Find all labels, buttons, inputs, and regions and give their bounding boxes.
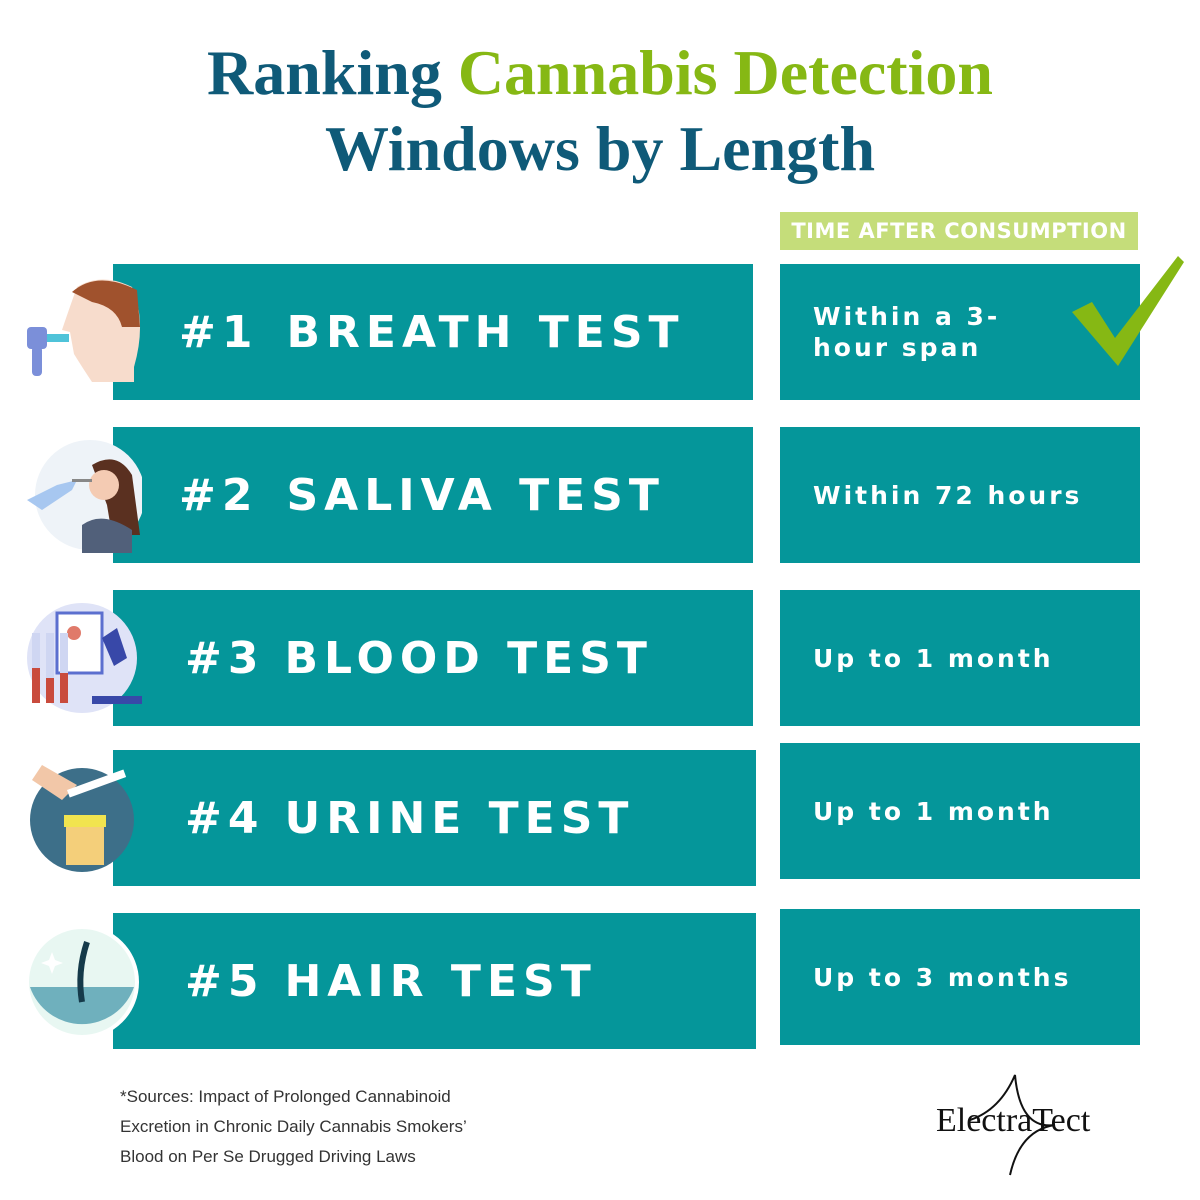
title-line-2: Windows by Length (324, 113, 876, 184)
hair-icon (25, 925, 139, 1039)
title-line-1: Ranking Cannabis Detection (0, 36, 1200, 110)
window-box: Within a 3-hour span (780, 264, 1140, 400)
test-name: HAIR TEST (284, 955, 597, 1007)
source-line: Excretion in Chronic Daily Cannabis Smok… (120, 1117, 467, 1136)
column-label: TIME AFTER CONSUMPTION (780, 212, 1138, 250)
saliva-icon (27, 440, 142, 553)
window-text: Within a 3-hour span (813, 302, 1001, 362)
test-name: SALIVA TEST (286, 469, 665, 521)
rank: #3 (185, 632, 265, 684)
rank: #1 (179, 306, 259, 358)
source-line: Blood on Per Se Drugged Driving Laws (120, 1147, 416, 1166)
test-bar: #4 URINE TEST (113, 750, 756, 886)
breath-icon (27, 279, 141, 382)
test-name: URINE TEST (284, 792, 635, 844)
title-highlight: Cannabis Detection (457, 37, 993, 108)
test-name: BREATH TEST (286, 306, 685, 358)
window-text: Up to 3 months (813, 962, 1072, 992)
test-name: BLOOD TEST (284, 632, 653, 684)
test-bar: #2 SALIVA TEST (113, 427, 753, 563)
checkmark (1072, 256, 1184, 366)
test-bar: #3 BLOOD TEST (113, 590, 753, 726)
rank: #4 (185, 792, 265, 844)
logo-swoosh (969, 1074, 1056, 1176)
rank: #2 (179, 469, 259, 521)
title-start: Ranking (207, 37, 442, 108)
window-text: Within 72 hours (813, 480, 1083, 510)
test-bar: #5 HAIR TEST (113, 913, 756, 1049)
test-bar: #1 BREATH TEST (113, 264, 753, 400)
blood-icon (27, 603, 142, 713)
window-box: Up to 1 month (780, 590, 1140, 726)
window-box: Within 72 hours (780, 427, 1140, 563)
source-line: *Sources: Impact of Prolonged Cannabinoi… (120, 1087, 451, 1106)
window-box: Up to 3 months (780, 909, 1140, 1045)
window-text: Up to 1 month (813, 643, 1054, 673)
window-box: Up to 1 month (780, 743, 1140, 879)
urine-icon (30, 765, 134, 872)
window-text: Up to 1 month (813, 796, 1054, 826)
rank: #5 (185, 955, 265, 1007)
sources: *Sources: Impact of Prolonged Cannabinoi… (120, 1082, 467, 1172)
logo: ElectraTect (936, 1102, 1091, 1139)
